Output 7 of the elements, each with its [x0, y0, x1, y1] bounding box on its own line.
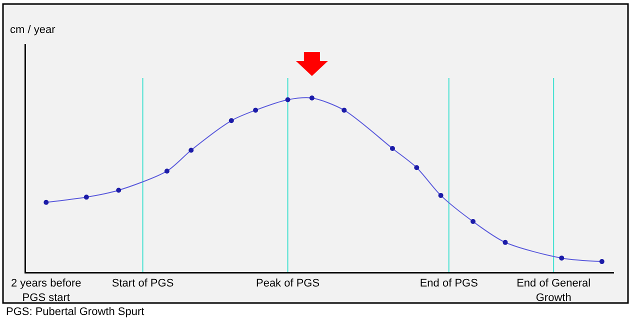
text: cm / year: [10, 24, 56, 36]
x-tick-label: End of PGS: [420, 278, 478, 290]
text: PGS: Pubertal Growth Spurt: [6, 306, 144, 318]
x-tick-label: Peak of PGS: [256, 278, 320, 290]
x-tick-label: 2 years before PGS start: [10, 278, 82, 304]
x-tick-label: End of General Growth: [516, 278, 591, 304]
x-tick-label: Start of PGS: [112, 278, 174, 290]
